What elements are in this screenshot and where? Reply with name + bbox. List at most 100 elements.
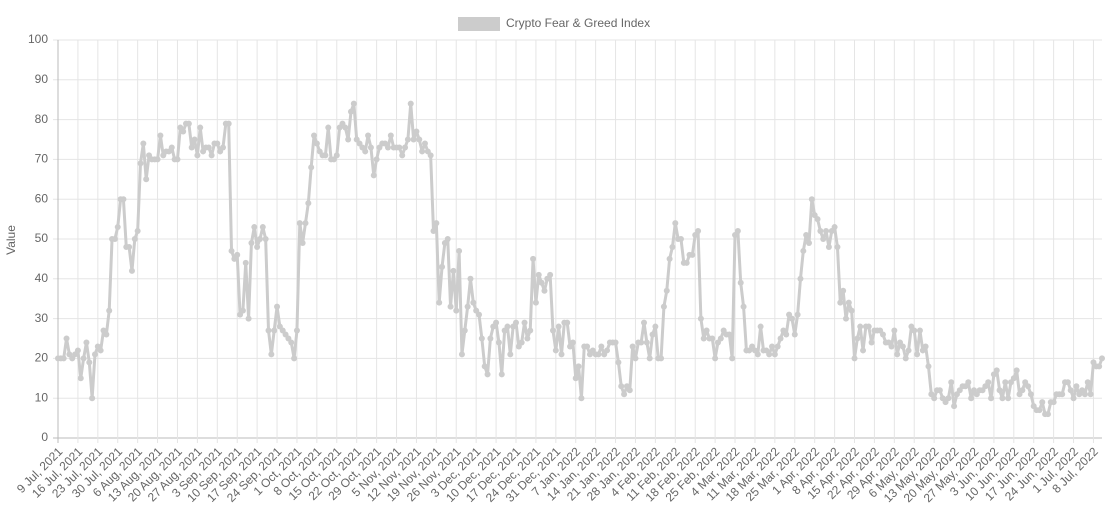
point (842, 315, 849, 322)
point (951, 403, 958, 410)
point (823, 228, 830, 235)
point (584, 343, 591, 350)
point (322, 152, 329, 159)
point (450, 267, 457, 274)
point (248, 239, 255, 246)
point (436, 299, 443, 306)
y-tick-label: 40 (35, 271, 49, 285)
point (256, 236, 263, 242)
point (564, 319, 571, 326)
point (1025, 383, 1032, 390)
point (456, 247, 463, 254)
point (663, 287, 670, 294)
point (703, 327, 710, 334)
point (788, 315, 795, 322)
point (524, 335, 531, 342)
point (532, 299, 539, 306)
point (825, 243, 832, 250)
point (865, 323, 872, 330)
point (808, 196, 815, 203)
point (791, 331, 798, 338)
point (879, 331, 886, 338)
point (572, 375, 579, 382)
point (521, 319, 528, 326)
point (783, 331, 790, 338)
point (814, 216, 821, 223)
point (1099, 355, 1105, 362)
point (1059, 391, 1066, 398)
point (444, 236, 451, 242)
point (302, 220, 309, 227)
point (629, 343, 636, 350)
point (299, 239, 306, 246)
point (652, 323, 659, 330)
point (845, 299, 852, 306)
point (618, 383, 625, 390)
point (242, 259, 249, 266)
point (333, 152, 340, 159)
point (478, 335, 485, 342)
point (430, 228, 437, 235)
y-tick-label: 20 (35, 351, 49, 365)
point (905, 347, 912, 354)
point (262, 236, 269, 242)
point (194, 152, 201, 159)
point (1013, 367, 1020, 374)
point (308, 164, 315, 171)
point (677, 236, 684, 242)
point (837, 299, 844, 306)
point (447, 303, 454, 310)
point (638, 339, 645, 346)
point (174, 156, 181, 163)
point (817, 228, 824, 235)
point (251, 224, 258, 231)
point (666, 255, 673, 262)
point (712, 355, 719, 362)
point (504, 323, 511, 330)
y-tick-label: 50 (35, 231, 49, 245)
point (345, 136, 352, 143)
point (433, 220, 440, 227)
point (493, 319, 500, 326)
point (700, 335, 707, 342)
point (769, 343, 776, 350)
point (487, 335, 494, 342)
point (97, 347, 104, 354)
point (840, 287, 847, 294)
point (612, 339, 619, 346)
point (569, 339, 576, 346)
point (894, 351, 901, 358)
point (140, 140, 147, 147)
point (626, 387, 633, 394)
point (1019, 387, 1026, 394)
point (794, 311, 801, 318)
point (1002, 379, 1009, 386)
point (157, 132, 164, 139)
point (365, 132, 372, 139)
y-tick-label: 30 (35, 311, 49, 325)
point (180, 128, 187, 135)
point (595, 351, 602, 358)
point (993, 367, 1000, 374)
point (461, 327, 468, 334)
point (988, 395, 995, 402)
point (268, 351, 275, 358)
point (498, 371, 505, 378)
point (80, 355, 87, 362)
point (427, 152, 434, 159)
point (538, 279, 545, 286)
point (740, 303, 747, 310)
point (965, 379, 972, 386)
point (404, 136, 411, 143)
point (111, 236, 118, 242)
point (868, 339, 875, 346)
point (899, 343, 906, 350)
point (458, 351, 465, 358)
point (396, 144, 403, 151)
point (757, 323, 764, 330)
point (384, 144, 391, 151)
y-tick-label: 60 (35, 191, 49, 205)
y-tick-label: 90 (35, 72, 49, 86)
point (902, 355, 909, 362)
point (274, 303, 281, 310)
